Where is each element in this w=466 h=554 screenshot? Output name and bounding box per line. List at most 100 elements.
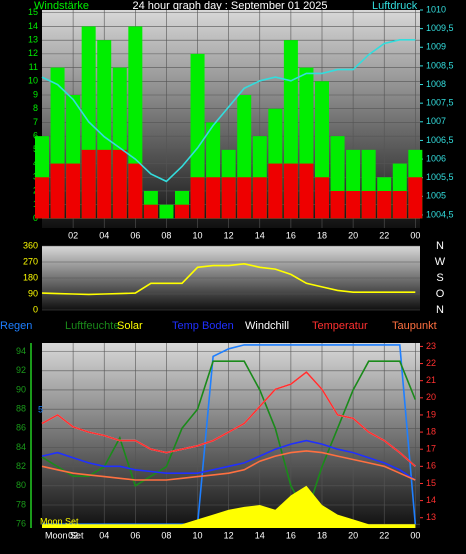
- bar: [377, 190, 392, 219]
- bar: [175, 204, 189, 219]
- y-tick-label: 10: [28, 76, 38, 86]
- y-tick-label: 90: [28, 288, 38, 298]
- x-tick-label: 10: [193, 530, 203, 540]
- x-tick-label: 18: [317, 230, 327, 240]
- bar: [221, 177, 236, 219]
- y-tick-label: 84: [16, 442, 26, 452]
- legend-entry: Luftdruck: [372, 0, 418, 12]
- y-tick-label: 360: [23, 240, 38, 250]
- legend-entry: Regen: [0, 320, 32, 332]
- y-tick-label: 6: [33, 131, 38, 141]
- x-tick-label: 06: [130, 530, 140, 540]
- y2-tick-label: 1008,5: [426, 60, 454, 70]
- y2-tick-label: 1009: [426, 42, 446, 52]
- line: [41, 39, 416, 183]
- x-tick-label: 00: [410, 230, 420, 240]
- y2-tick-label: 17: [426, 444, 436, 454]
- line: [41, 262, 416, 296]
- y2-tick-label: 1006,5: [426, 135, 454, 145]
- x-tick-label: 20: [348, 530, 358, 540]
- annotation: Moon Set: [40, 516, 79, 526]
- x-tick-label: 04: [99, 530, 109, 540]
- y2-tick-label: 19: [426, 409, 436, 419]
- bar: [81, 149, 96, 219]
- y2-tick-label: 1004,5: [426, 209, 454, 219]
- x-tick-label: 16: [286, 230, 296, 240]
- y-tick-label: 9: [33, 89, 38, 99]
- bar: [237, 177, 252, 219]
- y2-tick-label: 23: [426, 341, 436, 351]
- annotation: Moon Set: [45, 530, 84, 540]
- compass-label: S: [436, 272, 443, 284]
- y-tick-label: 7: [33, 117, 38, 127]
- y2-tick-label: 1005,5: [426, 172, 454, 182]
- bar: [268, 163, 283, 219]
- x-tick-label: 22: [379, 230, 389, 240]
- y2-tick-label: 18: [426, 426, 436, 436]
- x-tick-label: 20: [348, 230, 358, 240]
- bar: [35, 177, 49, 219]
- line: [41, 439, 416, 481]
- bar: [143, 204, 158, 219]
- x-tick-label: 12: [224, 530, 234, 540]
- bar: [408, 177, 423, 219]
- x-tick-label: 06: [130, 230, 140, 240]
- annotation: 5: [38, 404, 43, 414]
- x-tick-label: 12: [224, 230, 234, 240]
- bar: [206, 177, 221, 219]
- y-tick-label: 76: [16, 519, 26, 529]
- y-tick-label: 13: [28, 35, 38, 45]
- y2-tick-label: 1009,5: [426, 23, 454, 33]
- bar: [190, 177, 205, 219]
- y2-tick-label: 21: [426, 375, 436, 385]
- compass-label: N: [436, 304, 444, 316]
- y-tick-label: 80: [16, 480, 26, 490]
- bar: [112, 149, 127, 219]
- y2-tick-label: 1008: [426, 79, 446, 89]
- legend-entry: Windstärke: [34, 0, 89, 12]
- y2-tick-label: 13: [426, 512, 436, 522]
- y-tick-label: 14: [28, 21, 38, 31]
- y-tick-label: 0: [33, 304, 38, 314]
- x-tick-label: 00: [410, 530, 420, 540]
- legend-entry: Temp Boden: [172, 320, 234, 332]
- bar: [128, 163, 143, 219]
- y-tick-label: 15: [28, 7, 38, 17]
- y2-tick-label: 1010: [426, 4, 446, 14]
- y-tick-label: 78: [16, 499, 26, 509]
- y2-tick-label: 1006: [426, 153, 446, 163]
- y2-tick-label: 16: [426, 461, 436, 471]
- y-tick-label: 8: [33, 103, 38, 113]
- y2-tick-label: 22: [426, 358, 436, 368]
- bar: [283, 163, 298, 219]
- x-tick-label: 08: [161, 230, 171, 240]
- y-tick-label: 12: [28, 48, 38, 58]
- bar: [361, 190, 376, 219]
- bar: [50, 163, 65, 219]
- x-tick-label: 18: [317, 530, 327, 540]
- bar: [392, 190, 407, 219]
- x-tick-label: 02: [68, 230, 78, 240]
- x-tick-label: 14: [255, 230, 265, 240]
- y-tick-label: 92: [16, 365, 26, 375]
- line: [41, 450, 416, 481]
- compass-label: O: [436, 288, 445, 300]
- x-tick-label: 16: [286, 530, 296, 540]
- bar: [346, 190, 361, 219]
- compass-label: N: [436, 240, 444, 252]
- bar: [315, 177, 329, 219]
- y-tick-label: 86: [16, 423, 26, 433]
- y2-tick-label: 1007,5: [426, 98, 454, 108]
- bar: [159, 204, 174, 219]
- y2-tick-label: 20: [426, 392, 436, 402]
- x-tick-label: 02: [68, 530, 78, 540]
- x-tick-label: 08: [161, 530, 171, 540]
- y2-tick-label: 1005: [426, 191, 446, 201]
- y-tick-label: 270: [23, 256, 38, 266]
- legend-entry: Luftfeuchte: [65, 320, 119, 332]
- y-tick-label: 90: [16, 384, 26, 394]
- bar: [299, 163, 314, 219]
- y-tick-label: 180: [23, 272, 38, 282]
- chart-title: 24 hour graph day : September 01 2025: [132, 0, 327, 12]
- legend-entry: Taupunkt: [392, 320, 437, 332]
